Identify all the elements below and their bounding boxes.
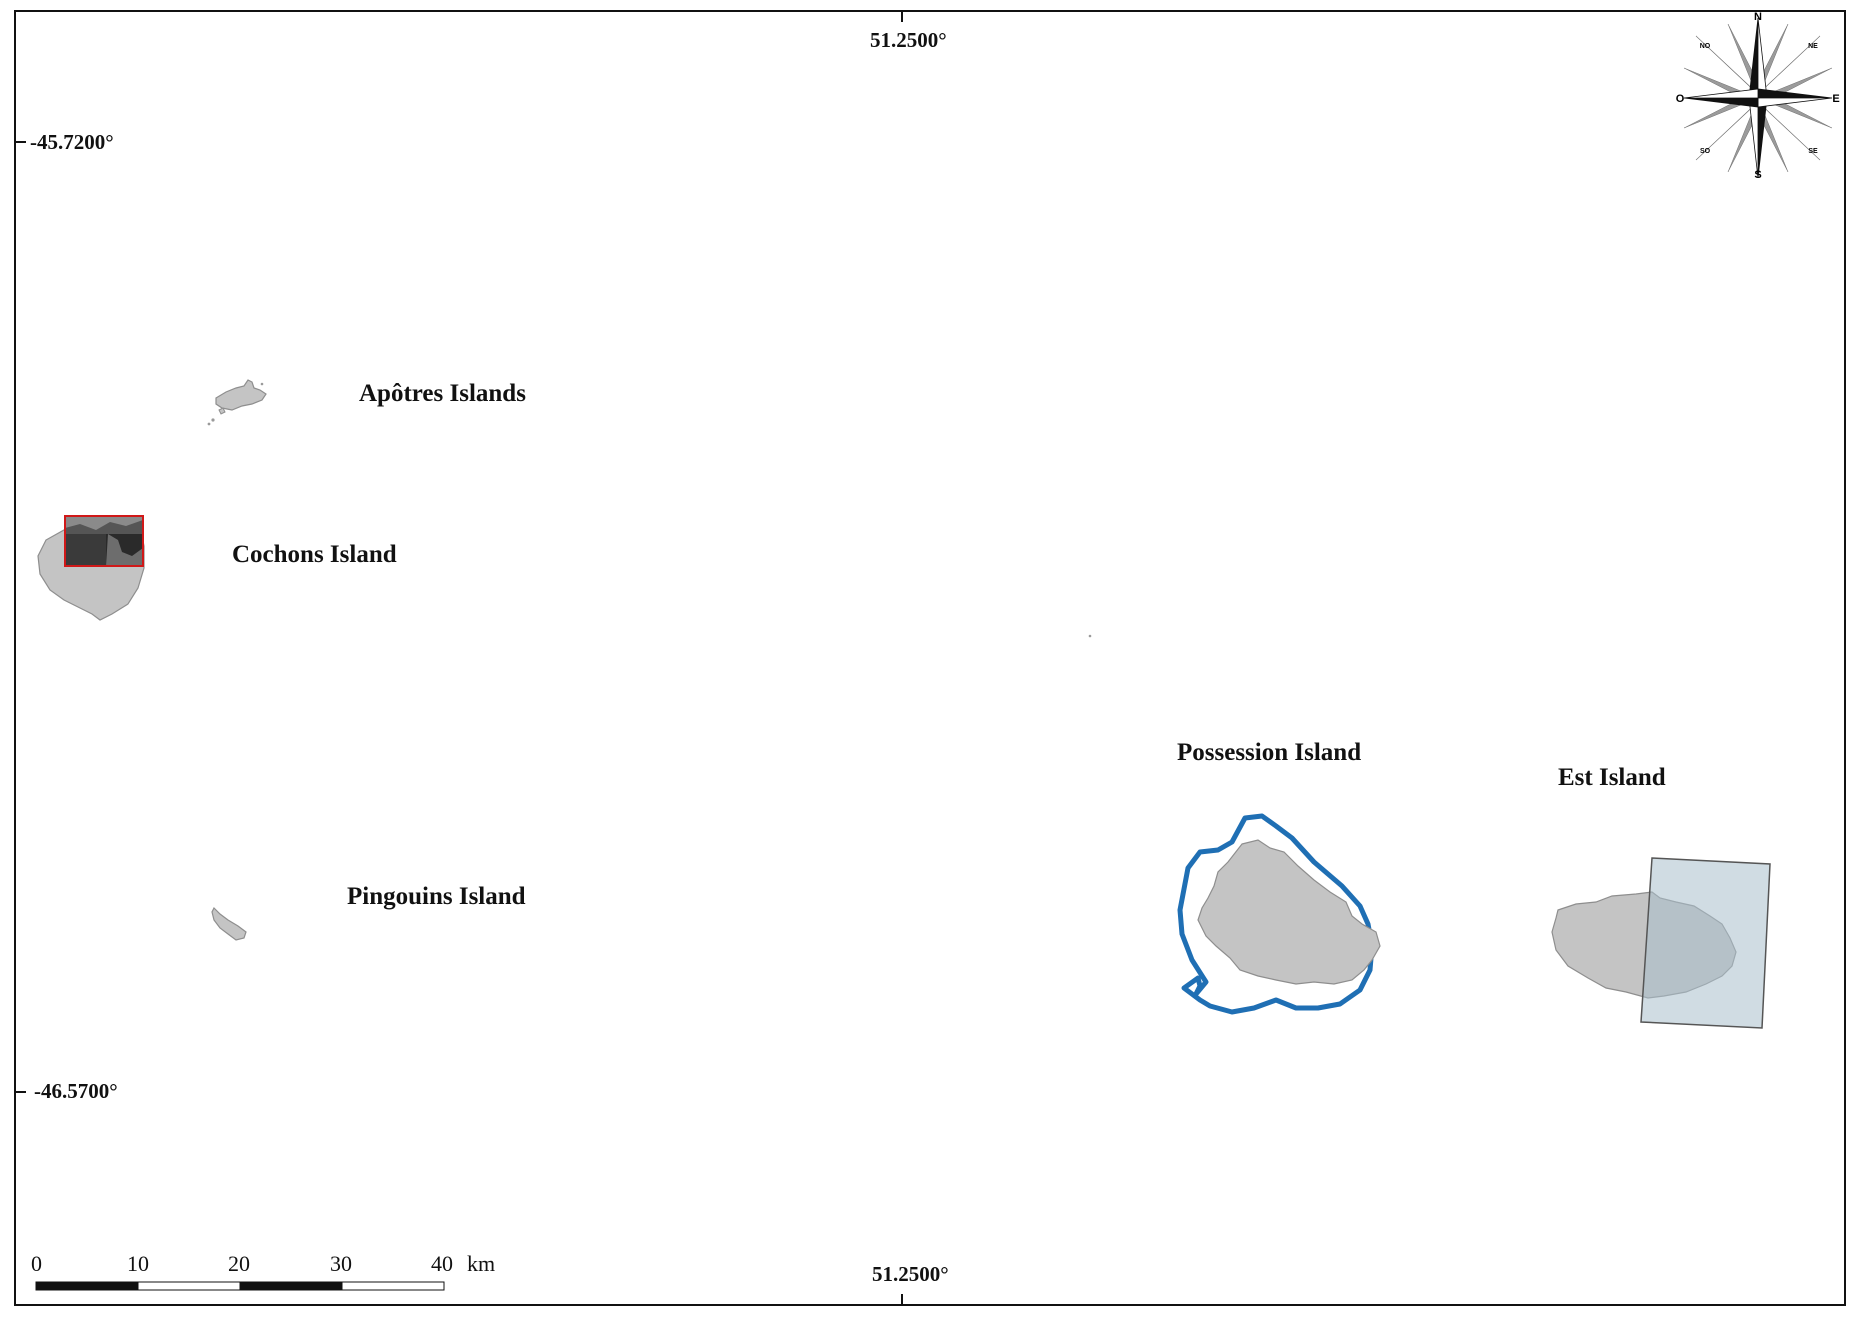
apotres-islands-shape xyxy=(207,379,267,426)
compass-southwest-label: SO xyxy=(1700,148,1711,155)
lower-latitude-label: -46.5700° xyxy=(34,1079,118,1103)
top-longitude-label: 51.2500° xyxy=(870,28,947,52)
compass-west-label: O xyxy=(1676,93,1685,105)
est-island-label: Est Island xyxy=(1558,764,1666,791)
compass-northwest-label: NO xyxy=(1700,43,1711,50)
scale-tick-0: 0 xyxy=(31,1251,42,1276)
compass-north-label: N xyxy=(1754,11,1762,23)
compass-rose-icon: N S E O NO NE SO SE xyxy=(1676,11,1840,181)
compass-east-label: E xyxy=(1832,93,1839,105)
scale-tick-10: 10 xyxy=(127,1251,149,1276)
possession-island-label: Possession Island xyxy=(1177,739,1362,766)
possession-buffer-outline xyxy=(1177,813,1375,1015)
apotres-islands-label: Apôtres Islands xyxy=(359,380,526,407)
small-islet xyxy=(1088,634,1092,638)
scale-tick-40: 40 xyxy=(431,1251,453,1276)
pingouins-island-shape xyxy=(211,906,247,941)
map-frame xyxy=(14,10,1846,1306)
cochons-island-label: Cochons Island xyxy=(232,541,397,568)
scale-bar xyxy=(35,1281,445,1291)
compass-south-label: S xyxy=(1754,169,1761,181)
bottom-longitude-label: 51.2500° xyxy=(872,1262,949,1286)
est-satellite-footprint xyxy=(1640,857,1771,1029)
compass-southeast-label: SE xyxy=(1808,148,1818,155)
pingouins-island-label: Pingouins Island xyxy=(347,883,526,910)
upper-latitude-label: -45.7200° xyxy=(30,130,114,154)
compass-northeast-label: NE xyxy=(1808,43,1818,50)
scale-unit: km xyxy=(467,1251,496,1276)
scale-tick-20: 20 xyxy=(228,1251,250,1276)
cochons-highlight-box xyxy=(64,515,144,567)
cochons-image-inset xyxy=(64,515,144,567)
scale-tick-30: 30 xyxy=(330,1251,352,1276)
possession-island-shape xyxy=(1197,839,1381,985)
